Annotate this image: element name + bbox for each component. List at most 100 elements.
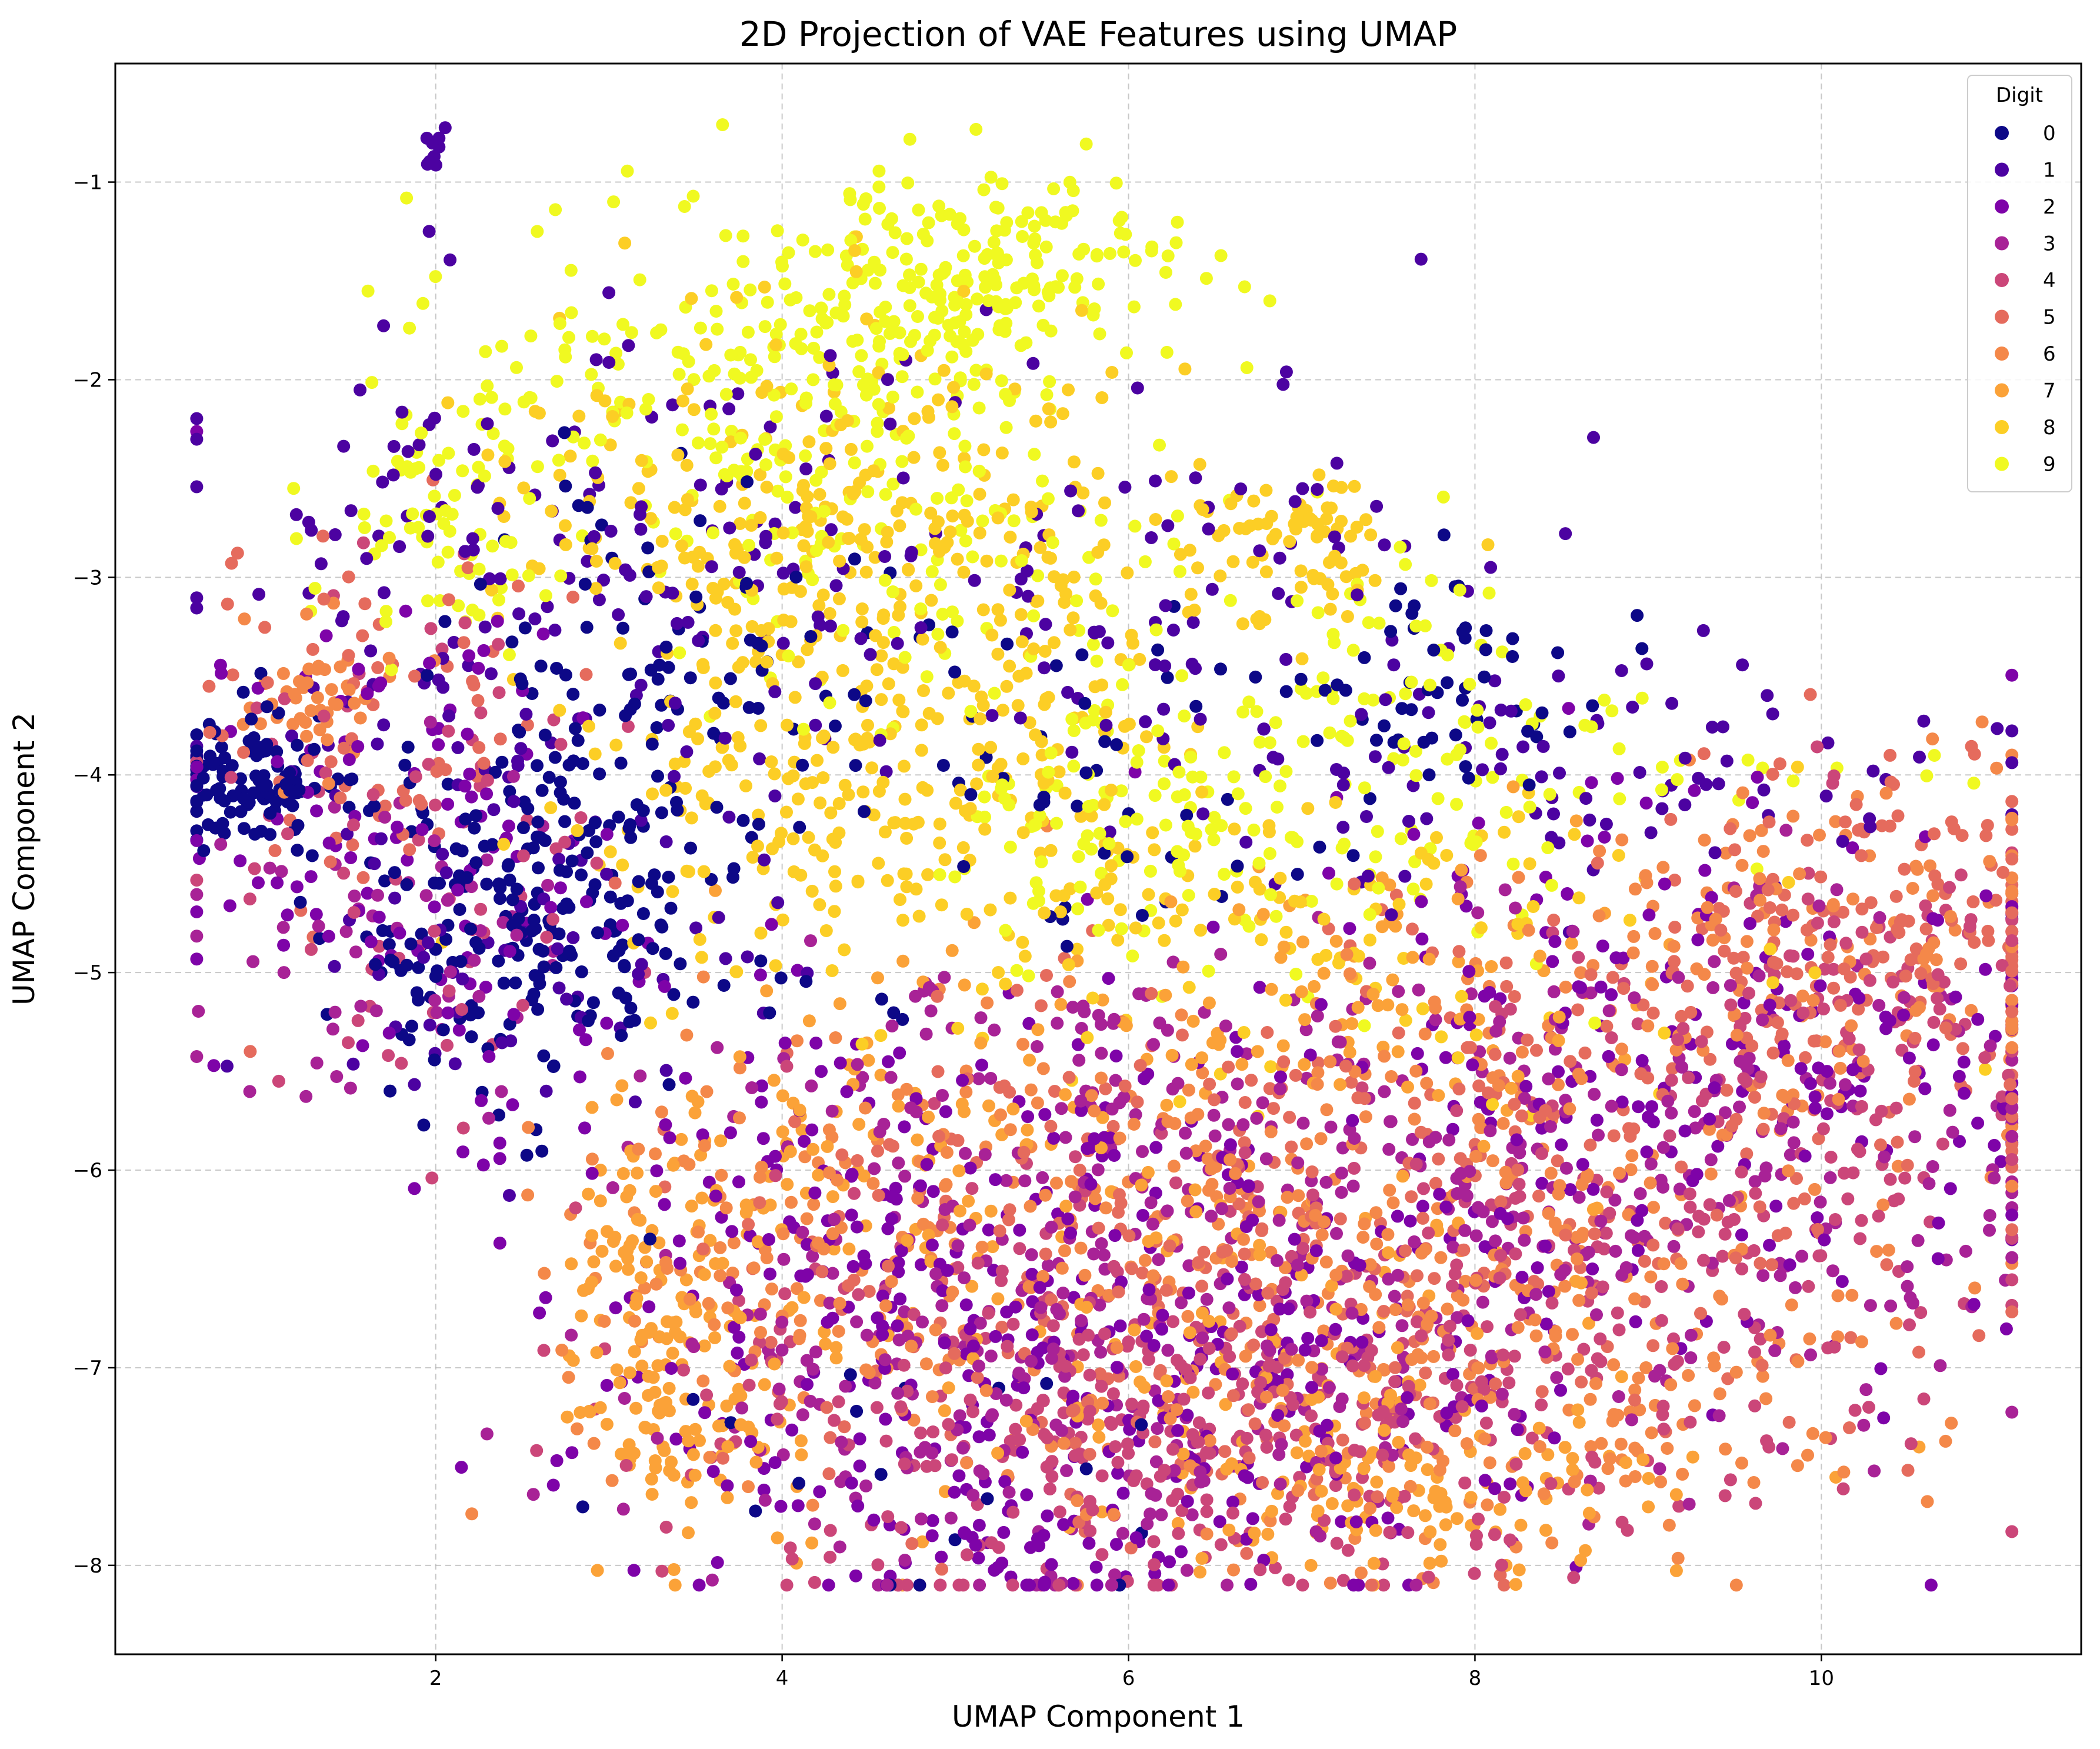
point-digit-6	[708, 1318, 721, 1331]
point-digit-8	[917, 684, 930, 697]
point-digit-6	[939, 1178, 953, 1191]
point-digit-7	[984, 1204, 998, 1218]
point-digit-9	[1240, 361, 1254, 374]
point-digit-2	[1971, 1012, 1985, 1026]
point-digit-8	[1312, 468, 1326, 482]
point-digit-9	[1093, 327, 1106, 341]
point-digit-3	[310, 1056, 324, 1070]
point-digit-7	[1391, 1341, 1404, 1354]
point-digit-8	[1523, 857, 1536, 871]
point-digit-6	[800, 1212, 814, 1225]
point-digit-5	[1716, 904, 1730, 918]
point-digit-1	[1148, 658, 1162, 671]
point-digit-4	[897, 1358, 911, 1372]
point-digit-9	[999, 924, 1012, 937]
point-digit-3	[1025, 1248, 1038, 1261]
point-digit-4	[879, 1434, 893, 1448]
point-digit-6	[330, 698, 344, 711]
point-digit-7	[751, 1235, 765, 1248]
point-digit-9	[550, 375, 564, 388]
point-digit-2	[964, 1161, 977, 1175]
point-digit-6	[727, 1236, 741, 1250]
point-digit-0	[1075, 648, 1089, 662]
point-digit-9	[625, 326, 638, 339]
point-digit-8	[614, 637, 627, 650]
point-digit-5	[1329, 1020, 1342, 1033]
point-digit-4	[1450, 1258, 1464, 1272]
point-digit-7	[795, 1448, 808, 1461]
point-digit-1	[1279, 652, 1293, 666]
point-digit-8	[922, 411, 935, 424]
point-digit-5	[1740, 1147, 1754, 1161]
point-digit-2	[972, 1551, 985, 1565]
point-digit-3	[1205, 1210, 1218, 1223]
point-digit-8	[865, 761, 879, 775]
point-digit-1	[190, 591, 204, 605]
point-digit-9	[1598, 694, 1611, 707]
point-digit-3	[775, 1315, 789, 1329]
point-digit-7	[601, 1225, 614, 1238]
point-digit-8	[832, 592, 846, 605]
point-digit-9	[809, 474, 823, 487]
point-digit-8	[992, 966, 1005, 979]
point-digit-9	[914, 262, 928, 276]
point-digit-0	[724, 672, 737, 685]
point-digit-6	[1381, 1228, 1395, 1241]
point-digit-2	[926, 1514, 939, 1527]
point-digit-9	[385, 663, 398, 677]
point-digit-6	[1624, 1163, 1638, 1177]
point-digit-2	[1347, 1578, 1361, 1592]
point-digit-9	[978, 790, 991, 804]
point-digit-3	[495, 1085, 508, 1098]
point-digit-0	[428, 1053, 441, 1067]
point-digit-2	[1586, 1182, 1600, 1196]
point-digit-7	[1194, 1565, 1206, 1579]
point-digit-1	[412, 438, 426, 452]
point-digit-9	[1741, 753, 1755, 767]
point-digit-0	[218, 751, 232, 765]
point-digit-8	[1430, 831, 1443, 844]
point-digit-3	[1911, 1234, 1925, 1247]
point-digit-1	[1866, 764, 1880, 778]
point-digit-7	[1308, 980, 1321, 993]
point-digit-2	[1335, 1515, 1348, 1528]
point-digit-6	[1929, 953, 1943, 967]
point-digit-5	[579, 668, 593, 681]
point-digit-7	[1054, 998, 1068, 1011]
point-digit-2	[1475, 1399, 1488, 1412]
point-digit-5	[948, 1347, 961, 1360]
point-digit-2	[1926, 1038, 1940, 1052]
point-digit-7	[1058, 1088, 1072, 1101]
point-digit-2	[309, 908, 323, 921]
point-digit-6	[1740, 935, 1754, 948]
point-digit-7	[1186, 1014, 1200, 1028]
point-digit-8	[838, 943, 851, 957]
point-digit-8	[754, 719, 768, 732]
point-digit-1	[2005, 724, 2019, 738]
point-digit-7	[1367, 1557, 1381, 1570]
point-digit-4	[1544, 1477, 1558, 1490]
point-digit-2	[1181, 1495, 1194, 1508]
point-digit-5	[2005, 950, 2019, 964]
point-digit-5	[1106, 1120, 1120, 1133]
point-digit-6	[1039, 1188, 1052, 1202]
point-digit-0	[774, 971, 788, 985]
point-digit-8	[825, 964, 839, 977]
point-digit-7	[1669, 1564, 1683, 1577]
point-digit-7	[795, 1123, 809, 1137]
point-digit-2	[1678, 1124, 1692, 1138]
point-digit-7	[974, 1036, 988, 1050]
point-digit-7	[806, 1142, 820, 1156]
point-digit-3	[1091, 1163, 1105, 1177]
point-digit-3	[705, 1573, 719, 1587]
point-digit-7	[566, 1354, 580, 1367]
point-digit-2	[1140, 1330, 1154, 1343]
point-digit-4	[547, 713, 561, 727]
point-digit-0	[763, 1006, 776, 1020]
point-digit-7	[767, 1074, 781, 1087]
point-digit-3	[1471, 906, 1485, 920]
point-digit-5	[358, 597, 372, 611]
point-digit-7	[1171, 1517, 1185, 1530]
point-digit-9	[868, 276, 882, 290]
point-digit-4	[928, 1097, 941, 1110]
